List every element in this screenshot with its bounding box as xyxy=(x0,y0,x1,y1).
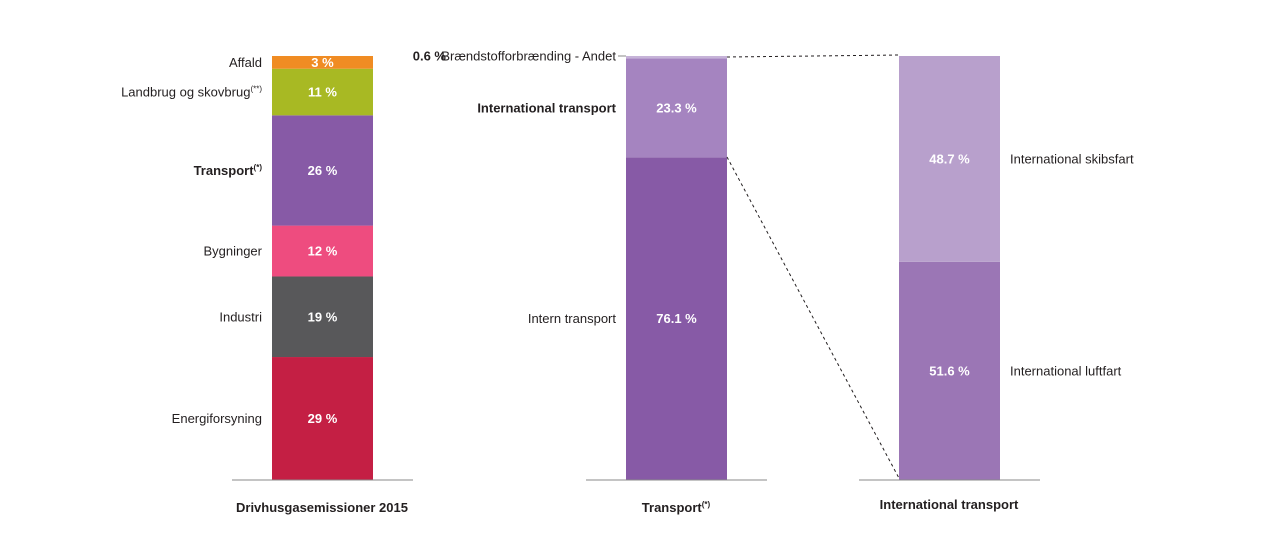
segment-international-transport xyxy=(626,58,727,158)
title-transport: Transport(*) xyxy=(642,500,711,515)
segment-affald xyxy=(272,56,373,69)
bar-international-transport: 51.6 % International luftfart 48.7 % Intern… xyxy=(899,56,1134,480)
segment-international-luftfart xyxy=(899,261,1000,480)
segment-bygninger xyxy=(272,225,373,277)
category-label-landbrug-og-skovbrug: Landbrug og skovbrug(**) xyxy=(121,85,262,100)
segment-international-skibsfart xyxy=(899,56,1000,262)
bar-titles: Drivhusgasemissioner 2015 Transport(*) I… xyxy=(236,497,1019,515)
category-label-international-luftfart: International luftfart xyxy=(1010,363,1122,378)
segment-landbrug-og-skovbrug xyxy=(272,68,373,116)
category-label-international-skibsfart: International skibsfart xyxy=(1010,151,1134,166)
category-label-transport: Transport(*) xyxy=(194,163,263,178)
value-label-landbrug-og-skovbrug: 11 % xyxy=(308,85,337,100)
title-international-transport: International transport xyxy=(880,497,1019,512)
segment-br-ndstofforbr-nding-andet xyxy=(626,56,727,59)
value-label-international-luftfart: 51.6 % xyxy=(929,363,970,378)
value-label-industri: 19 % xyxy=(308,309,338,324)
value-label-bygninger: 12 % xyxy=(308,244,338,259)
bar-transport: 76.1 % Intern transport 23.3 % Internationa… xyxy=(413,49,727,480)
connector-lines xyxy=(726,54,901,481)
value-label-energiforsyning: 29 % xyxy=(308,411,338,426)
segment-intern-transport xyxy=(626,157,727,480)
category-label-intern-transport: Intern transport xyxy=(528,311,617,326)
value-label-international-skibsfart: 48.7 % xyxy=(929,151,970,166)
category-label-energiforsyning: Energiforsyning xyxy=(172,411,262,426)
category-label-affald: Affald xyxy=(229,55,262,70)
value-label-international-transport: 23.3 % xyxy=(656,100,697,115)
category-label-br-ndstofforbr-nding-andet: Brændstofforbrænding - Andet xyxy=(441,49,616,64)
category-label-international-transport: International transport xyxy=(477,100,616,115)
connector-bottom xyxy=(726,156,901,481)
segment-transport xyxy=(272,115,373,226)
segment-industri xyxy=(272,276,373,358)
category-label-bygninger: Bygninger xyxy=(203,244,262,259)
connector-top xyxy=(726,54,901,58)
segment-energiforsyning xyxy=(272,357,373,480)
bar-drivhusgas: 29 % Energiforsyning 19 % Industri 12 % Bygni… xyxy=(121,55,373,480)
value-label-intern-transport: 76.1 % xyxy=(656,311,697,326)
title-drivhusgas: Drivhusgasemissioner 2015 xyxy=(236,500,408,515)
value-label-affald: 3 % xyxy=(311,55,334,70)
value-label-br-ndstofforbr-nding-andet: 0.6 % xyxy=(413,49,447,64)
value-label-transport: 26 % xyxy=(308,163,338,178)
category-label-industri: Industri xyxy=(219,309,262,324)
